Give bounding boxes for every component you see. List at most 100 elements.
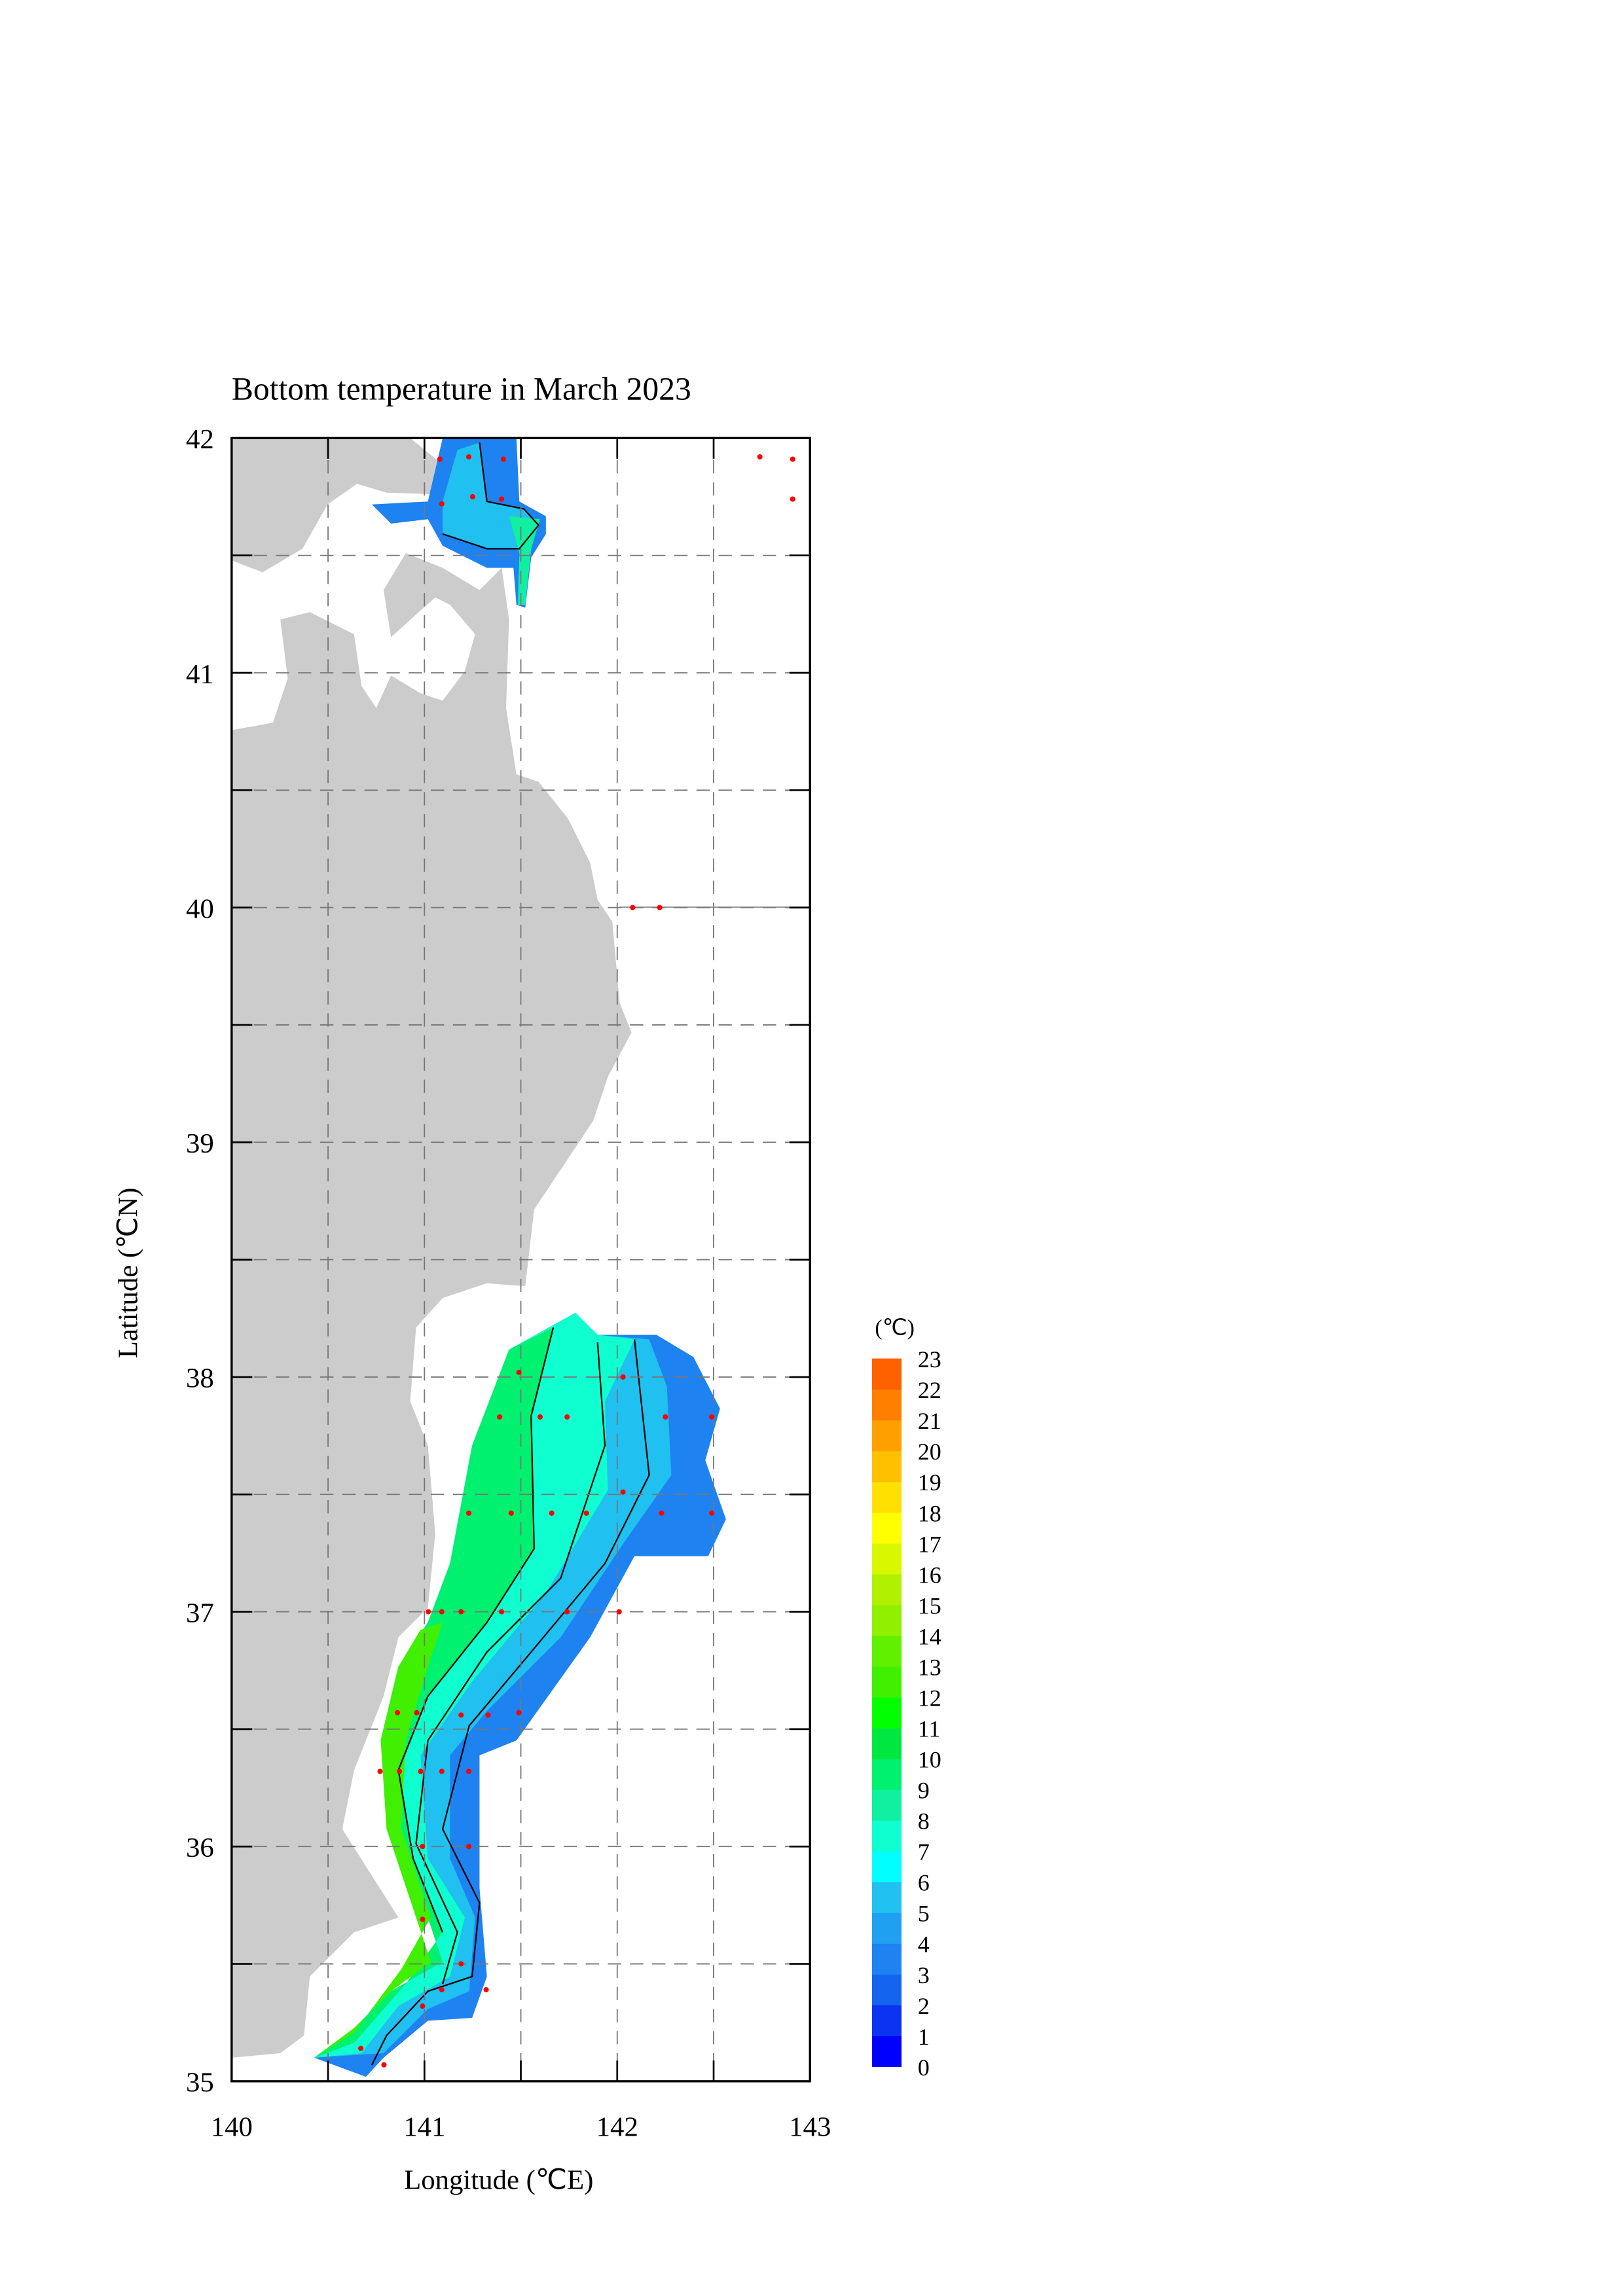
station-point bbox=[465, 1510, 472, 1516]
colorbar-band bbox=[871, 2005, 902, 2036]
station-point bbox=[469, 493, 475, 500]
colorbar-band bbox=[871, 1943, 902, 1975]
colorbar-label: 12 bbox=[918, 1685, 941, 1711]
station-point bbox=[499, 1609, 505, 1615]
colorbar-band bbox=[871, 1820, 902, 1852]
station-point bbox=[439, 1986, 445, 1993]
station-point bbox=[508, 1510, 514, 1516]
x-axis-label: Longitude (℃E) bbox=[404, 2164, 593, 2195]
colorbar-label: 1 bbox=[918, 2024, 930, 2050]
colorbar-band bbox=[871, 1420, 902, 1452]
station-point bbox=[499, 496, 505, 502]
station-point bbox=[439, 1609, 445, 1615]
station-point bbox=[583, 1510, 589, 1516]
colorbar-label: 4 bbox=[918, 1931, 930, 1958]
station-point bbox=[616, 1609, 622, 1615]
station-point bbox=[377, 1768, 383, 1774]
colorbar-label: 20 bbox=[918, 1439, 941, 1465]
x-tick-labels: 140 141 142 143 bbox=[211, 2111, 831, 2142]
colorbar-band bbox=[871, 1974, 902, 2005]
colorbar-label: 15 bbox=[918, 1592, 941, 1619]
station-point bbox=[757, 454, 763, 460]
colorbar-label: 18 bbox=[918, 1500, 941, 1526]
station-point bbox=[564, 1414, 570, 1420]
colorbar-label: 3 bbox=[918, 1962, 930, 1988]
land-honshu bbox=[231, 553, 632, 2058]
colorbar-band bbox=[871, 1543, 902, 1575]
map-title: Bottom temperature in March 2023 bbox=[232, 371, 691, 407]
x-tick-label: 141 bbox=[403, 2111, 445, 2142]
isotherm-contours bbox=[371, 442, 650, 2066]
station-point bbox=[439, 501, 445, 507]
stations bbox=[358, 454, 795, 2068]
station-point bbox=[458, 1961, 464, 1967]
station-point bbox=[381, 2062, 387, 2068]
y-axis-label: Latitude (℃N) bbox=[113, 1187, 144, 1358]
station-point bbox=[420, 2003, 426, 2009]
x-tick-label: 143 bbox=[789, 2111, 831, 2142]
station-point bbox=[790, 456, 795, 462]
y-tick-label: 35 bbox=[186, 2068, 214, 2098]
station-point bbox=[358, 2045, 364, 2051]
colorbar-band bbox=[871, 1882, 902, 1913]
colorbar-unit: (℃) bbox=[875, 1316, 914, 1340]
colorbar-label: 5 bbox=[918, 1901, 930, 1927]
colorbar-band bbox=[871, 1696, 902, 1729]
colorbar-label: 16 bbox=[918, 1562, 941, 1588]
colorbar-label: 7 bbox=[918, 1839, 930, 1865]
colorbar-label: 14 bbox=[918, 1623, 941, 1649]
axis-ticks bbox=[230, 437, 811, 2083]
station-point bbox=[420, 1916, 426, 1922]
plot-area bbox=[231, 438, 811, 2081]
colorbar-label: 6 bbox=[918, 1870, 930, 1896]
station-point bbox=[497, 1414, 503, 1420]
station-point bbox=[395, 1710, 401, 1715]
colorbar-band bbox=[871, 1666, 902, 1698]
station-point bbox=[458, 1609, 464, 1615]
y-tick-label: 42 bbox=[186, 424, 214, 455]
station-point bbox=[420, 1844, 426, 1850]
station-point bbox=[396, 1768, 403, 1774]
station-point bbox=[426, 1609, 431, 1615]
station-point bbox=[500, 456, 507, 462]
y-tick-label: 38 bbox=[186, 1363, 214, 1394]
station-point bbox=[465, 1844, 472, 1850]
colorbar-label: 9 bbox=[918, 1778, 930, 1804]
colorbar-label: 22 bbox=[918, 1377, 941, 1403]
colorbar-band bbox=[871, 1512, 902, 1544]
y-tick-labels: 35 36 37 38 39 40 41 42 bbox=[186, 424, 214, 2098]
station-point bbox=[659, 1510, 665, 1516]
x-tick-label: 142 bbox=[596, 2111, 638, 2142]
station-point bbox=[709, 1510, 715, 1516]
colorbar-label: 2 bbox=[918, 1993, 930, 2019]
station-point bbox=[537, 1414, 543, 1420]
station-point bbox=[437, 456, 443, 462]
y-tick-label: 41 bbox=[186, 659, 214, 690]
colorbar-band bbox=[871, 1912, 902, 1944]
colorbar-band bbox=[871, 1358, 902, 1390]
colorbar-label: 19 bbox=[918, 1469, 941, 1496]
y-tick-label: 36 bbox=[186, 1833, 214, 1863]
station-point bbox=[439, 1768, 445, 1774]
temp-region-north-warm bbox=[509, 516, 540, 605]
station-point bbox=[465, 454, 472, 460]
colorbar-band bbox=[871, 1635, 902, 1667]
colorbar-band bbox=[871, 1851, 902, 1882]
y-tick-label: 37 bbox=[186, 1598, 214, 1628]
colorbar-band bbox=[871, 2036, 902, 2068]
colorbar-label: 11 bbox=[918, 1716, 941, 1742]
colorbar-band bbox=[871, 1481, 902, 1513]
colorbar-band bbox=[871, 1604, 902, 1636]
station-point bbox=[709, 1414, 715, 1420]
station-point bbox=[483, 1986, 489, 1993]
station-point bbox=[663, 1414, 668, 1420]
colorbar-band bbox=[871, 1759, 902, 1790]
grid bbox=[231, 438, 811, 2081]
colorbar-band bbox=[871, 1789, 902, 1821]
colorbar-band bbox=[871, 1573, 902, 1605]
station-point bbox=[657, 905, 663, 910]
station-point bbox=[630, 905, 636, 910]
